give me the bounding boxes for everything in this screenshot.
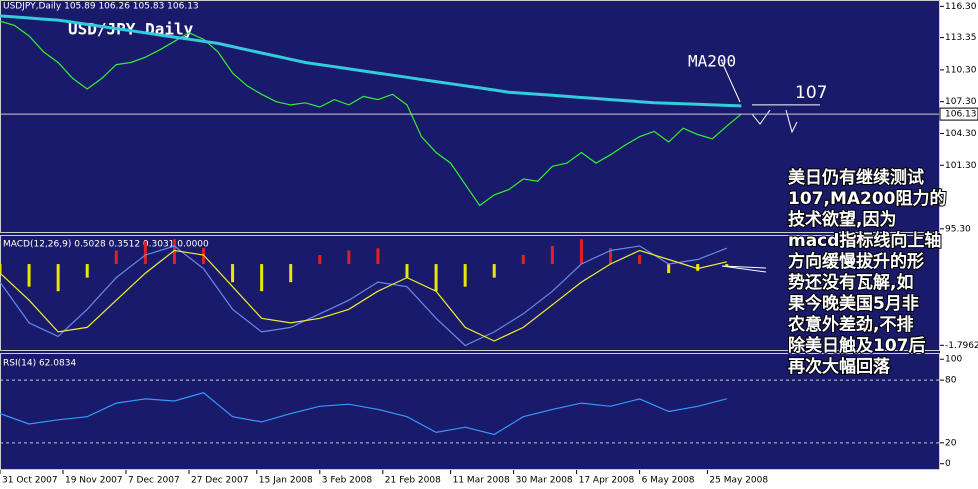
histogram-bar (56, 264, 60, 292)
histogram-bar (172, 239, 176, 265)
panel-title: RSI(14) 62.0834 (3, 359, 76, 369)
x-tick-label: 27 Dec 2007 (191, 476, 249, 486)
note-line: 技术欲望,因为 (788, 209, 896, 230)
y-tick-label: 0 (945, 459, 951, 469)
series-label: MA200 (688, 52, 736, 71)
y-tick-label: 113.35 (945, 33, 977, 43)
x-tick-label: 7 Dec 2007 (128, 476, 180, 486)
histogram-bar (260, 264, 264, 292)
time-axis (0, 470, 978, 489)
note-line: 107,MA200阻力的 (788, 188, 947, 209)
y-tick-label: 20 (945, 438, 957, 448)
last-price-box (939, 107, 978, 121)
x-tick-label: 30 Mar 2008 (516, 476, 573, 486)
series-line (0, 392, 727, 436)
target-label: 107 (795, 83, 827, 103)
histogram-bar (376, 248, 380, 265)
histogram-bar (27, 264, 31, 287)
chart-subtitle: USD/JPY Daily (68, 20, 194, 39)
panel-title: MACD(12,26,9) 0.5028 0.3512 0.3031 0.000… (3, 240, 209, 250)
note-line: macd指标线向上轴 (788, 230, 941, 251)
note-line: 果今晚美国5月非 (788, 293, 919, 314)
y-tick-label: 95.30 (945, 224, 971, 234)
y-tick-label: 101.30 (945, 161, 977, 171)
y-tick-label: 116.30 (945, 2, 977, 12)
note-line: 农意外差劲,不排 (787, 314, 913, 335)
macd-trend (721, 265, 767, 269)
note-line: 方向缓慢拔升的形 (788, 251, 924, 272)
x-tick-label: 11 Mar 2008 (453, 476, 510, 486)
macd-panel (0, 235, 940, 351)
note-line: 美日仍有继续测试 (788, 167, 924, 188)
chart-title: USDJPY,Daily 105.89 106.26 105.83 106.13 (3, 2, 199, 12)
histogram-bar (463, 264, 467, 287)
note-line: 势还没有瓦解,如 (788, 272, 913, 293)
series-line (0, 249, 727, 342)
macd-trend (721, 265, 767, 273)
note-line: 再次大幅回落 (788, 356, 891, 377)
arrow (785, 109, 798, 134)
x-tick-label: 17 Apr 2008 (579, 476, 635, 486)
note-line: 除美日触及107后 (788, 335, 926, 356)
histogram-bar (231, 264, 235, 283)
histogram-bar (667, 264, 671, 274)
histogram-bar (318, 255, 322, 265)
histogram-bar (492, 264, 496, 278)
histogram-bar (725, 264, 729, 267)
histogram-bar (114, 250, 118, 265)
projection-arrows (721, 61, 798, 273)
histogram-bar (289, 264, 293, 283)
y-tick-label: 80 (945, 376, 957, 386)
histogram-bar (85, 264, 89, 278)
x-tick-label: 31 Oct 2007 (2, 476, 58, 486)
histogram-bar (143, 241, 147, 265)
histogram-bar (0, 264, 2, 274)
x-tick-label: 21 Feb 2008 (385, 476, 441, 486)
histogram-bar (550, 245, 554, 265)
y-tick-label: 104.30 (945, 129, 977, 139)
histogram-bar (696, 264, 700, 271)
last-price-label: 106.13 (945, 110, 977, 120)
histogram-bar (609, 248, 613, 265)
x-tick-label: 3 Feb 2008 (322, 476, 373, 486)
arrow (751, 109, 771, 125)
x-tick-label: 6 May 2008 (642, 476, 695, 486)
panel-borders (0, 0, 940, 470)
label-pointer (721, 61, 741, 103)
x-tick-label: 19 Nov 2007 (65, 476, 123, 486)
y-tick-label: 107.30 (945, 97, 977, 107)
y-tick-label: 110.30 (945, 65, 977, 75)
histogram-bar (521, 255, 525, 265)
rsi-panel (0, 353, 940, 470)
x-tick-label: 15 Jan 2008 (259, 476, 313, 486)
histogram-bar (579, 239, 583, 265)
series-line (0, 14, 742, 108)
histogram-bar (434, 264, 438, 292)
histogram-bar (405, 264, 409, 278)
histogram-bar (638, 255, 642, 265)
price-axis (940, 0, 978, 489)
x-tick-label: 25 May 2008 (709, 476, 768, 486)
series-line (0, 20, 742, 207)
series-line (0, 245, 728, 347)
histogram-bar (347, 250, 351, 265)
y-tick-label: -1.7962 (945, 341, 978, 351)
y-tick-label: 100 (945, 355, 962, 365)
histogram-bar (202, 248, 206, 265)
